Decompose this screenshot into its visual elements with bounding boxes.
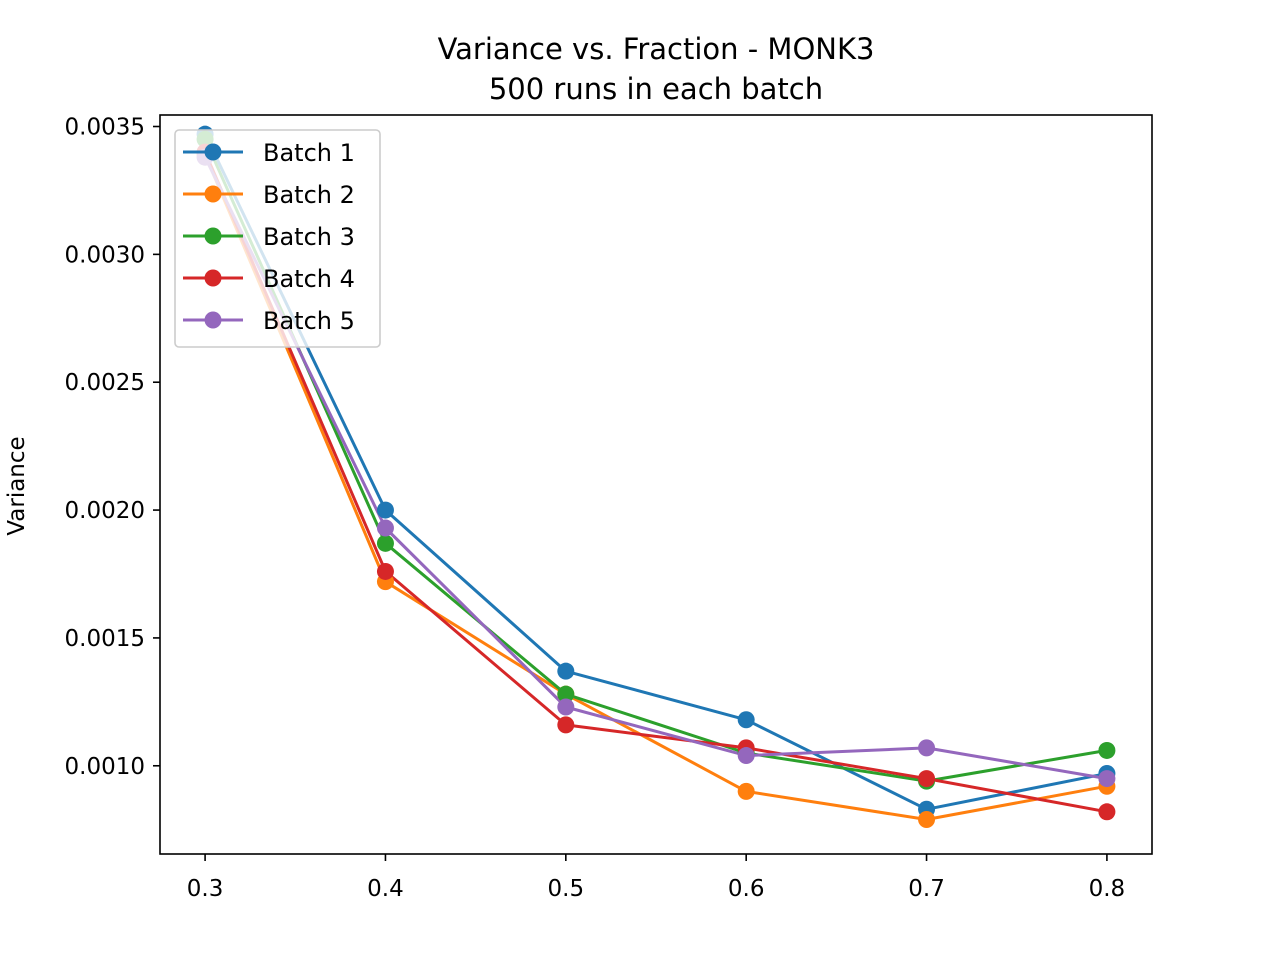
chart-subtitle: 500 runs in each batch	[489, 72, 823, 106]
legend-box	[174, 129, 381, 348]
legend-label-batch-5: Batch 5	[263, 307, 355, 335]
legend-label-batch-4: Batch 4	[263, 265, 355, 293]
chart-title: Variance vs. Fraction - MONK3	[438, 32, 875, 66]
data-point-batch-2	[737, 782, 755, 800]
x-tick-label: 0.7	[908, 876, 945, 902]
data-point-batch-3	[557, 685, 575, 703]
x-tick-label: 0.6	[728, 876, 765, 902]
series-line-batch-3	[203, 137, 1109, 783]
x-tick-label: 0.8	[1089, 876, 1126, 902]
data-point-batch-4	[1098, 803, 1116, 821]
data-point-batch-5	[918, 739, 936, 757]
legend: Batch 1 Batch 2 Batch 3 Batch 4 Batch 5	[174, 129, 381, 348]
y-tick-label: 0.0020	[65, 498, 145, 524]
legend-marker-batch-1	[204, 143, 222, 161]
y-tick-label: 0.0035	[65, 115, 145, 141]
data-point-batch-3	[1098, 741, 1116, 759]
legend-label-batch-2: Batch 2	[263, 181, 355, 209]
series-line-batch-5	[203, 155, 1109, 781]
x-tick-label: 0.3	[187, 876, 224, 902]
series-line-batch-4	[203, 150, 1109, 814]
y-tick-label: 0.0030	[65, 242, 145, 268]
data-point-batch-2	[918, 810, 936, 828]
x-axis: 0.3 0.4 0.5 0.6 0.7 0.8	[187, 854, 1125, 902]
plot-frame	[159, 114, 1153, 855]
legend-marker-batch-4	[204, 269, 222, 287]
x-tick-label: 0.4	[367, 876, 404, 902]
data-point-batch-3	[376, 534, 394, 552]
data-point-batch-1	[557, 662, 575, 680]
data-point-batch-5	[376, 519, 394, 537]
series-line-batch-2	[203, 152, 1109, 821]
y-tick-label: 0.0025	[65, 370, 145, 396]
series-line-batch-1	[203, 132, 1109, 811]
data-point-batch-1	[737, 711, 755, 729]
legend-label-batch-1: Batch 1	[263, 139, 355, 167]
data-point-batch-4	[376, 562, 394, 580]
x-tick-label: 0.5	[548, 876, 585, 902]
data-point-batch-4	[557, 716, 575, 734]
y-tick-label: 0.0015	[65, 626, 145, 652]
legend-marker-batch-2	[204, 185, 222, 203]
y-axis: 0.0010 0.0015 0.0020 0.0025 0.0030 0.0035	[65, 115, 160, 780]
data-point-batch-5	[737, 747, 755, 765]
legend-marker-batch-5	[204, 311, 222, 329]
data-point-batch-5	[557, 698, 575, 716]
legend-marker-batch-3	[204, 227, 222, 245]
y-axis-label: Variance	[4, 436, 30, 535]
y-tick-label: 0.0010	[65, 754, 145, 780]
legend-label-batch-3: Batch 3	[263, 223, 355, 251]
data-point-batch-1	[376, 501, 394, 519]
data-point-batch-5	[1098, 770, 1116, 788]
data-point-batch-4	[918, 770, 936, 788]
plot-lines	[203, 132, 1109, 821]
